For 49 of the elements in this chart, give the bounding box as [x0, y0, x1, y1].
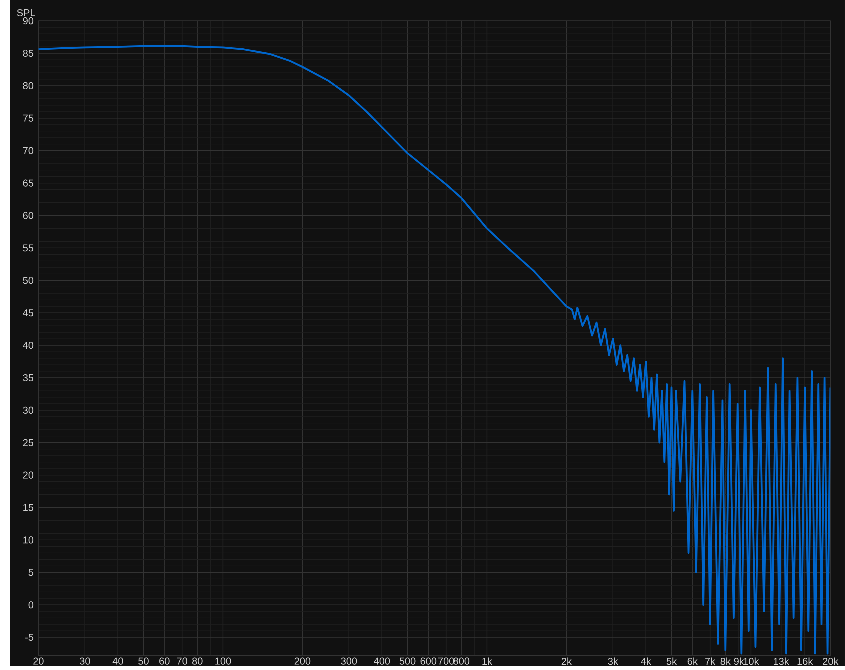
x-tick-label: 600 — [420, 658, 437, 666]
y-axis-title: SPL — [17, 10, 36, 17]
x-tick-label: 70 — [177, 658, 188, 666]
y-tick-label: 60 — [23, 212, 34, 220]
x-tick-label: 500 — [400, 658, 416, 666]
x-tick-label: 4k — [641, 658, 652, 666]
x-tick-label: 30 — [80, 658, 90, 666]
y-tick-label: 45 — [23, 310, 34, 317]
x-tick-label: 5k — [666, 658, 678, 666]
y-tick-label: 80 — [23, 82, 34, 90]
y-tick-label: 25 — [23, 440, 34, 447]
x-tick-label: 20k — [823, 658, 839, 666]
x-tick-label: 3k — [608, 658, 618, 666]
y-tick-label: 30 — [23, 407, 34, 414]
x-tick-label: 200 — [294, 658, 311, 666]
y-tick-label: 85 — [23, 50, 34, 58]
x-tick-label: 300 — [341, 658, 358, 666]
y-tick-label: 70 — [23, 148, 34, 155]
x-tick-label: 20 — [34, 658, 44, 666]
y-tick-label: 35 — [23, 374, 34, 382]
x-tick-label: 1k — [482, 658, 493, 666]
x-tick-label: 13k — [774, 658, 790, 666]
x-tick-label: 100 — [216, 658, 232, 666]
x-tick-label: 80 — [192, 658, 203, 666]
x-tick-label: 800 — [454, 658, 470, 666]
x-tick-label: 60 — [160, 658, 170, 666]
x-tick-label: 7k — [706, 658, 716, 666]
x-tick-label: 2k — [562, 658, 572, 666]
y-tick-label: 75 — [23, 115, 34, 122]
y-tick-label: 65 — [23, 180, 34, 188]
x-tick-label: 40 — [112, 658, 124, 666]
x-tick-label: 16k — [798, 658, 814, 666]
x-tick-label: 700 — [438, 658, 454, 666]
x-tick-label: 6k — [688, 658, 698, 666]
y-tick-label: 55 — [23, 244, 34, 252]
x-tick-label: 50 — [138, 658, 149, 666]
y-tick-label: 40 — [23, 342, 34, 350]
y-tick-label: 5 — [28, 569, 34, 576]
y-tick-label: 20 — [23, 472, 34, 480]
y-tick-label: -5 — [26, 634, 34, 642]
y-tick-label: 0 — [28, 602, 34, 609]
y-tick-label: 10 — [24, 536, 34, 544]
x-tick-label: 8k — [720, 658, 731, 666]
y-tick-label: 90 — [23, 18, 34, 25]
y-tick-label: 15 — [24, 504, 34, 512]
x-tick-label: 9k — [734, 658, 744, 666]
y-tick-label: 50 — [23, 277, 34, 284]
x-tick-label: 400 — [374, 658, 390, 666]
x-tick-label: 10k — [744, 658, 760, 666]
